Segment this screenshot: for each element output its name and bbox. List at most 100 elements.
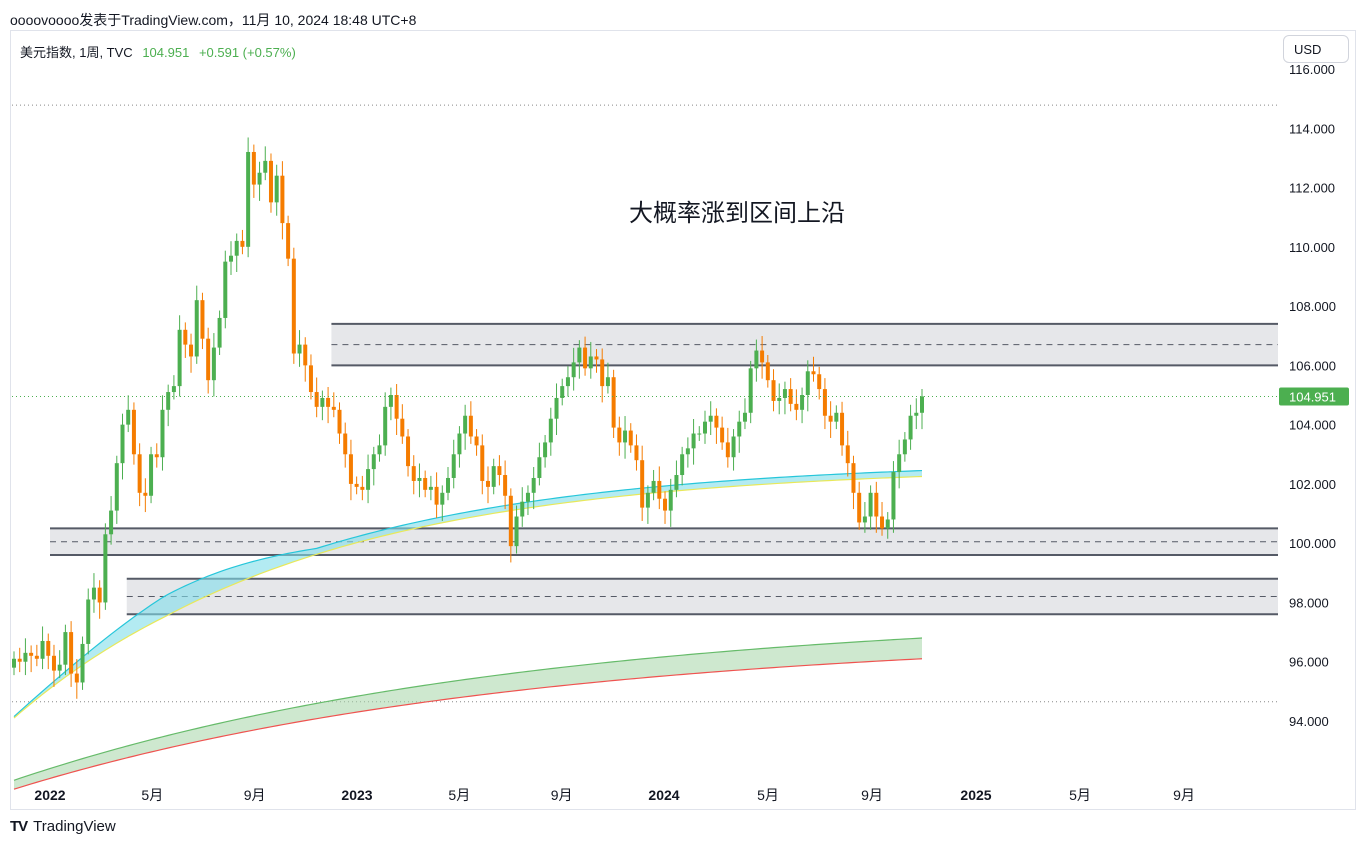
candle-body	[588, 356, 593, 369]
x-tick-label: 2025	[960, 787, 991, 803]
candle-body	[503, 475, 508, 496]
x-tick-label: 9月	[861, 787, 883, 803]
y-tick-label: 98.000	[1289, 595, 1329, 610]
candle-body	[114, 463, 119, 511]
candle-body	[822, 389, 827, 416]
candle-body	[497, 466, 502, 476]
last-price-tag-text: 104.951	[1289, 389, 1336, 404]
candle-body	[411, 466, 416, 481]
candle-body	[605, 377, 610, 387]
candle-body	[691, 433, 696, 449]
candle-body	[525, 492, 530, 502]
candle-body	[897, 454, 902, 473]
y-tick-label: 94.000	[1289, 714, 1329, 729]
candle-body	[143, 492, 148, 496]
y-tick-label: 108.000	[1289, 299, 1336, 314]
x-tick-label: 9月	[551, 787, 573, 803]
candle-body	[714, 415, 719, 428]
candle-body	[902, 439, 907, 455]
tradingview-logo-icon: TV	[10, 818, 28, 835]
candle-body	[314, 392, 319, 407]
candle-body	[91, 587, 96, 600]
candle-body	[668, 489, 673, 511]
candle-body	[463, 415, 468, 434]
candle-body	[788, 389, 793, 404]
green-band-top-line	[13, 637, 923, 781]
candle-body	[69, 632, 74, 674]
candle-body	[828, 415, 833, 422]
candle-body	[697, 433, 702, 435]
x-tick-label: 5月	[448, 787, 470, 803]
candle-body	[720, 427, 725, 443]
candle-body	[771, 380, 776, 401]
currency-button[interactable]: USD	[1283, 35, 1349, 63]
candle-body	[440, 492, 445, 505]
y-tick-label: 106.000	[1289, 358, 1336, 373]
candle-body	[394, 395, 399, 419]
candle-body	[891, 472, 896, 520]
y-tick-label: 110.000	[1289, 240, 1335, 255]
candle-body	[457, 433, 462, 455]
candle-body	[880, 516, 885, 529]
last-price-tag	[1279, 387, 1349, 406]
candle-body	[217, 317, 222, 348]
x-tick-label: 5月	[757, 787, 779, 803]
candle-body	[137, 454, 142, 493]
candle-body	[34, 655, 39, 659]
candle-body	[554, 397, 559, 419]
candle-body	[508, 495, 513, 547]
candle-body	[868, 492, 873, 517]
publish-byline: oooovoooo发表于TradingView.com，11月 10, 2024…	[10, 12, 417, 28]
candle-body	[840, 412, 845, 446]
candle-body	[229, 255, 234, 262]
candle-body	[246, 151, 251, 247]
candle-body	[742, 412, 747, 422]
candle-body	[423, 477, 428, 490]
candle-body	[548, 418, 553, 443]
candle-body	[337, 409, 342, 434]
candle-body	[537, 457, 542, 478]
candle-body	[623, 430, 628, 443]
price-change: +0.591 (+0.57%)	[198, 45, 296, 60]
candle-body	[908, 415, 913, 440]
candle-body	[685, 448, 690, 455]
candle-body	[480, 445, 485, 481]
candle-body	[206, 338, 211, 381]
candle-body	[291, 258, 296, 354]
candle-body	[406, 436, 411, 467]
candle-body	[446, 477, 451, 493]
candle-body	[600, 359, 605, 387]
candle-body	[794, 403, 799, 410]
candle-body	[120, 424, 125, 464]
symbol-legend: 美元指数, 1周, TVC 104.951 +0.591 (+0.57%)	[20, 42, 296, 61]
candle-body	[645, 492, 650, 508]
candle-body	[166, 392, 171, 410]
candle-body	[177, 329, 182, 387]
candle-body	[560, 386, 565, 398]
candle-body	[331, 406, 336, 410]
candle-body	[520, 501, 525, 517]
candle-body	[651, 480, 656, 493]
candle-body	[920, 396, 924, 413]
candle-body	[57, 664, 62, 671]
candle-body	[725, 442, 730, 458]
candle-body	[194, 300, 199, 357]
x-tick-label: 2024	[648, 787, 679, 803]
candle-body	[63, 632, 68, 665]
brand-name: TradingView	[33, 818, 116, 835]
candle-body	[628, 430, 633, 446]
candle-body	[451, 454, 456, 478]
candle-body	[388, 395, 393, 407]
x-tick-label: 2022	[34, 787, 65, 803]
x-tick-label: 9月	[244, 787, 266, 803]
candle-body	[154, 454, 159, 458]
tradingview-footer: TV TradingView	[10, 818, 116, 835]
candle-body	[131, 409, 136, 455]
candle-body	[737, 421, 742, 437]
candle-body	[257, 172, 262, 185]
candle-body	[297, 344, 302, 354]
candle-body	[731, 436, 736, 458]
candle-body	[29, 652, 34, 656]
candle-body	[845, 445, 850, 464]
